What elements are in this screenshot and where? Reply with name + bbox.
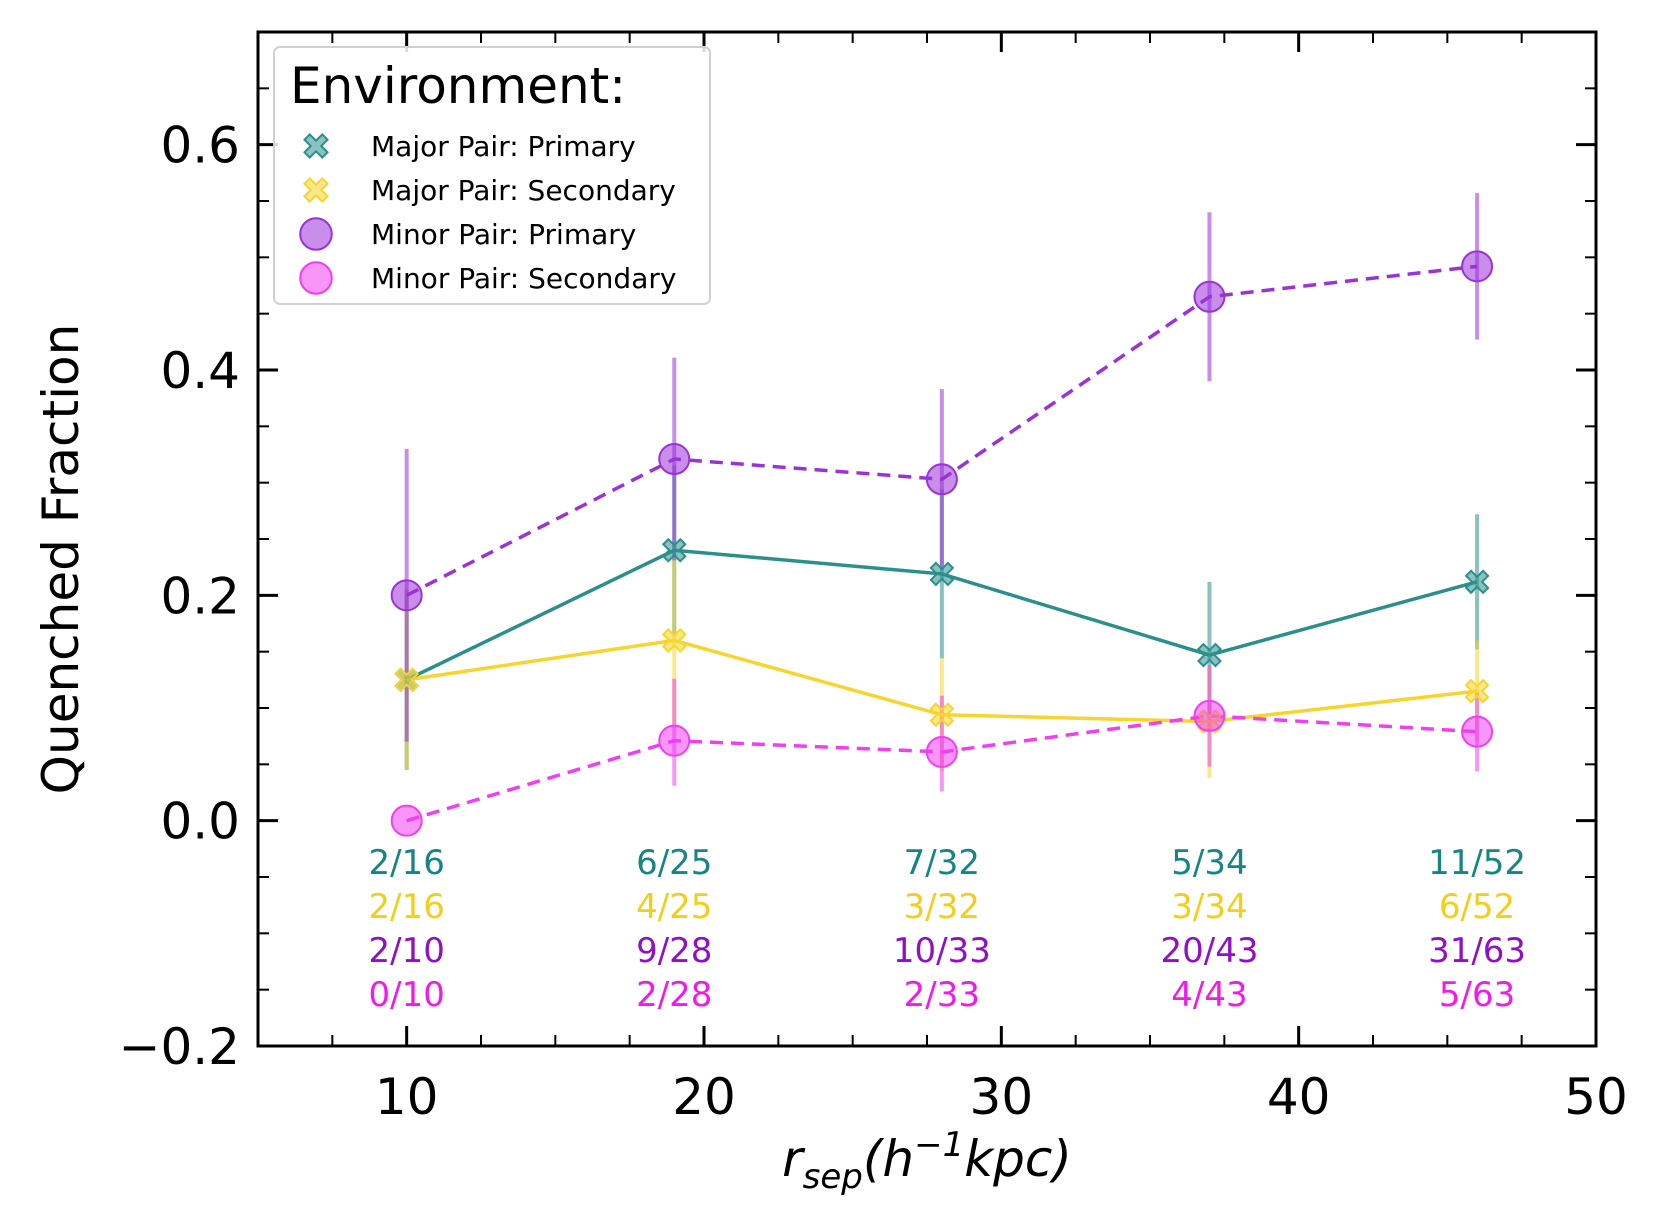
- legend-circle-marker-icon: [299, 261, 333, 295]
- count-label: 6/52: [1439, 887, 1515, 927]
- data-point: [1464, 678, 1490, 704]
- data-point: [925, 735, 958, 768]
- x-label-main: r: [782, 1130, 806, 1188]
- data-point: [1197, 642, 1222, 668]
- count-label: 20/43: [1160, 931, 1258, 971]
- count-label: 0/10: [368, 975, 444, 1015]
- y-tick-label: −0.2: [119, 1018, 240, 1076]
- data-point: [929, 561, 955, 587]
- count-label: 2/33: [904, 975, 980, 1015]
- count-label: 6/25: [636, 843, 712, 883]
- count-label: 3/32: [904, 887, 980, 927]
- legend-title: Environment:: [290, 57, 626, 115]
- data-point: [1193, 280, 1226, 313]
- count-label: 31/63: [1428, 931, 1526, 971]
- count-label: 9/28: [636, 931, 712, 971]
- data-point: [658, 443, 691, 476]
- count-label: 2/28: [636, 975, 712, 1015]
- data-point: [1461, 715, 1494, 748]
- data-point: [658, 724, 691, 757]
- count-label: 2/10: [368, 931, 444, 971]
- data-point: [394, 667, 420, 693]
- legend-x-marker-icon: [303, 177, 329, 203]
- data-point: [1461, 250, 1494, 283]
- data-point: [390, 579, 423, 612]
- x-label-paren: (h: [863, 1130, 914, 1188]
- x-tick-label: 50: [1564, 1068, 1628, 1126]
- count-label: 2/16: [368, 843, 444, 883]
- count-labels: 2/16 6/25 7/32 5/34 11/52 2/16 4/25 3/32 3/34 6/5…: [368, 843, 1526, 1015]
- plot-frame: [256, 30, 1598, 1048]
- count-label: 10/33: [893, 931, 991, 971]
- legend-entry: Major Pair: Secondary: [303, 174, 676, 207]
- legend-box: [273, 46, 711, 305]
- legend-label: Major Pair: Secondary: [371, 174, 676, 207]
- data-point: [925, 463, 958, 496]
- data-point: [1193, 699, 1226, 732]
- legend-entry: Minor Pair: Secondary: [299, 261, 676, 295]
- y-tick-label: 0.4: [160, 342, 240, 400]
- x-axis-label: rsep(h−1kpc): [782, 1125, 1072, 1197]
- y-tick-label: 0.0: [160, 793, 240, 851]
- data-point: [661, 537, 687, 563]
- count-label: 2/16: [368, 887, 444, 927]
- count-label: 3/34: [1171, 887, 1247, 927]
- data-point: [661, 627, 687, 653]
- legend-entry: Minor Pair: Primary: [299, 217, 636, 251]
- x-label-sub: sep: [803, 1157, 863, 1197]
- y-axis-label: Quenched Fraction: [32, 324, 90, 795]
- legend-entries: Major Pair: Primary Major Pair: Secondary…: [299, 130, 676, 295]
- y-tick-label: 0.2: [160, 567, 240, 625]
- series-markers: [390, 250, 1494, 837]
- x-label-sup: −1: [914, 1125, 964, 1165]
- count-label: 7/32: [904, 843, 980, 883]
- legend-circle-marker-icon: [299, 217, 333, 251]
- data-point: [390, 804, 423, 837]
- y-tick-label: 0.6: [160, 117, 240, 175]
- legend-x-marker-icon: [303, 133, 329, 159]
- count-label: 4/25: [636, 887, 712, 927]
- count-label: 5/63: [1439, 975, 1515, 1015]
- legend-label: Minor Pair: Secondary: [371, 262, 676, 295]
- count-label: 4/43: [1171, 975, 1247, 1015]
- count-label: 11/52: [1428, 843, 1526, 883]
- legend-entry: Major Pair: Primary: [303, 130, 636, 163]
- legend-label: Major Pair: Primary: [371, 130, 636, 163]
- data-point: [929, 702, 955, 728]
- count-label: 5/34: [1171, 843, 1247, 883]
- x-label-unit: kpc): [964, 1130, 1072, 1188]
- x-tick-label: 40: [1267, 1068, 1331, 1126]
- x-tick-label: 20: [672, 1068, 736, 1126]
- axis-tick-labels: 10 20 30 40 50 −0.2 0.0 0.2 0.4 0.6: [119, 117, 1628, 1126]
- data-point: [1464, 569, 1490, 595]
- x-tick-label: 10: [375, 1068, 439, 1126]
- legend-label: Minor Pair: Primary: [371, 218, 636, 251]
- x-tick-label: 30: [970, 1068, 1034, 1126]
